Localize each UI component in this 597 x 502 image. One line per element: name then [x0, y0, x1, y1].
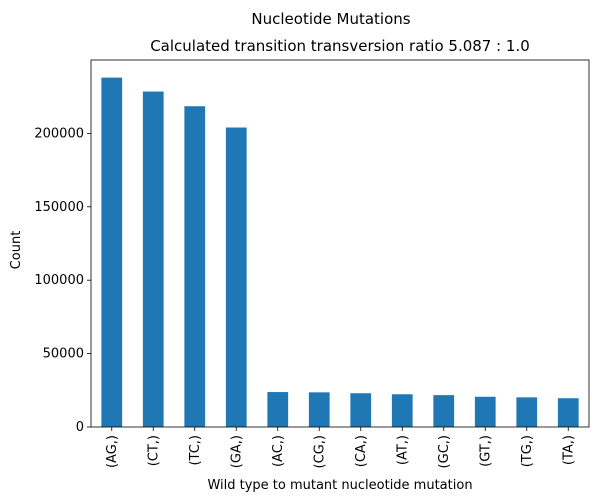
x-tick-label: (AG,)	[105, 435, 120, 468]
bar	[184, 106, 206, 427]
y-tick-label: 200000	[34, 126, 84, 141]
bar	[225, 127, 247, 427]
y-tick-label: 50000	[43, 347, 84, 362]
x-tick-label: (CT,)	[146, 435, 161, 466]
bar	[433, 395, 455, 427]
bar	[101, 77, 123, 427]
x-tick-label: (GC,)	[437, 435, 452, 468]
y-tick-label: 150000	[34, 200, 84, 215]
x-tick-label: (GT,)	[478, 435, 493, 467]
x-tick-label: (TG,)	[520, 435, 535, 467]
chart-title: Nucleotide Mutations	[251, 10, 410, 28]
bar	[557, 398, 579, 427]
y-tick-label: 100000	[34, 273, 84, 288]
bar	[391, 394, 413, 427]
bar	[474, 396, 496, 427]
y-tick-label: 0	[76, 420, 84, 435]
bar	[267, 392, 289, 427]
x-tick-label: (GA,)	[229, 435, 244, 468]
y-axis-label: Count	[9, 231, 24, 270]
x-tick-label: (CG,)	[312, 435, 327, 468]
axes-frame	[90, 59, 590, 428]
bar	[308, 392, 330, 427]
x-axis-label: Wild type to mutant nucleotide mutation	[207, 478, 472, 493]
chart-subtitle: Calculated transition transversion ratio…	[150, 37, 530, 55]
x-tick-label: (AC,)	[271, 435, 286, 467]
bar	[142, 91, 164, 427]
bar	[350, 393, 372, 427]
x-tick-label: (CA,)	[354, 435, 369, 467]
x-tick-label: (AT,)	[395, 435, 410, 465]
x-tick-label: (TA,)	[561, 435, 576, 465]
plot-area: 0 50000 100000 150000 200000 (AG,) (CT,) (TC,) (…	[34, 59, 590, 468]
bar	[516, 397, 538, 427]
x-tick-label: (TC,)	[188, 435, 203, 466]
